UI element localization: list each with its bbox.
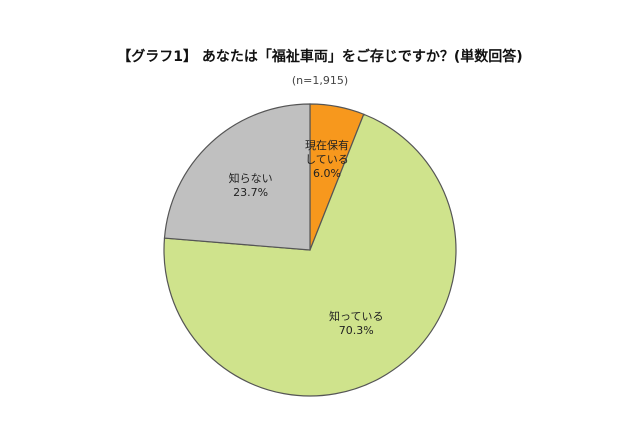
slice-label: 知らない 23.7% xyxy=(211,172,291,200)
slice-label: 現在保有している 6.0% xyxy=(301,139,353,181)
category-label: 現在保有している xyxy=(304,139,349,167)
chart-subtitle: (n=1,915) xyxy=(291,74,349,87)
pie-slice xyxy=(163,113,457,397)
value-label: 23.7% xyxy=(233,185,269,199)
category-label: 知らない xyxy=(228,171,273,185)
value-label: 6.0% xyxy=(312,167,341,181)
slice-label: 知っている 70.3% xyxy=(316,310,396,338)
pie-slice xyxy=(163,103,311,251)
value-label: 70.3% xyxy=(338,324,374,338)
chart-title: 【グラフ1】 あなたは「福祉車両」をご存じですか？(単数回答) xyxy=(117,49,523,65)
category-label: 知っている xyxy=(329,310,384,324)
